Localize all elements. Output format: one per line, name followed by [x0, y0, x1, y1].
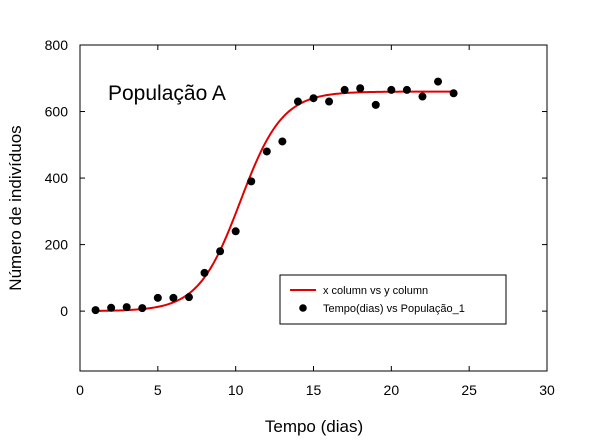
data-point [138, 304, 147, 313]
data-point [371, 100, 380, 109]
data-point [402, 85, 411, 94]
data-point [247, 177, 256, 186]
data-point [387, 85, 396, 94]
data-point [216, 247, 225, 256]
legend-entry-line: x column vs y column [323, 285, 428, 297]
y-axis-label: Número de indivíduos [6, 125, 25, 290]
data-point [418, 92, 427, 101]
legend-box [279, 274, 507, 325]
x-tick-label: 20 [384, 382, 400, 398]
y-tick-label: 800 [45, 37, 69, 53]
x-tick-label: 10 [228, 382, 244, 398]
axis-ticks: 0 5 10 15 20 25 30 0 200 400 600 800 [45, 37, 555, 398]
series-layer [91, 77, 458, 315]
x-tick-label: 15 [306, 382, 322, 398]
legend: x column vs y column Tempo(dias) vs Popu… [279, 274, 507, 325]
data-point [449, 89, 458, 98]
legend-marker-swatch [299, 304, 307, 312]
data-point [122, 303, 131, 312]
data-point [340, 85, 349, 94]
x-tick-label: 25 [461, 382, 477, 398]
data-point [153, 293, 162, 302]
y-tick-label: 200 [45, 237, 69, 253]
x-axis-label: Tempo (dias) [265, 417, 363, 436]
data-point [356, 84, 365, 93]
x-tick-label: 0 [76, 382, 84, 398]
x-tick-label: 30 [539, 382, 555, 398]
data-point [107, 303, 116, 312]
data-point [200, 268, 209, 277]
chart-annotation: População A [108, 82, 226, 105]
data-point [278, 137, 287, 146]
legend-entry-scatter: Tempo(dias) vs População_1 [323, 303, 465, 315]
x-tick-label: 5 [154, 382, 162, 398]
data-point [169, 293, 178, 302]
data-point [231, 227, 240, 236]
data-point [293, 97, 302, 106]
y-tick-label: 600 [45, 104, 69, 120]
y-tick-label: 0 [60, 303, 68, 319]
data-point [184, 293, 193, 302]
data-point [434, 77, 443, 86]
data-point [91, 306, 100, 315]
data-point [325, 97, 334, 106]
data-point [262, 147, 271, 156]
data-point [309, 94, 318, 103]
y-tick-label: 400 [45, 170, 69, 186]
